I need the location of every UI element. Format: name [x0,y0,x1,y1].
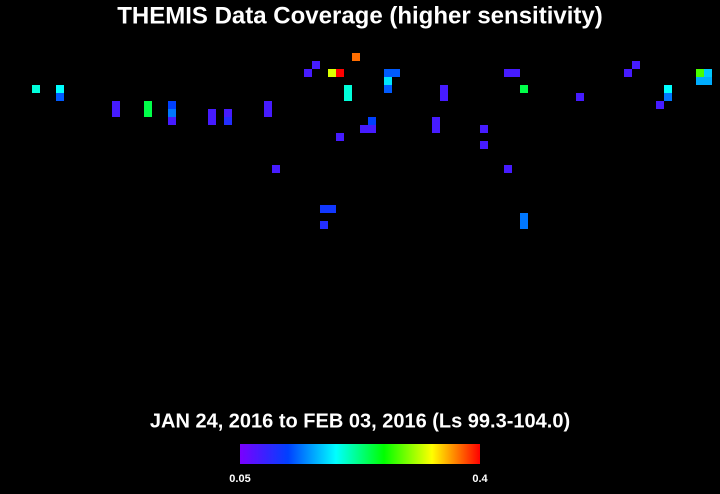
coverage-cell [320,205,328,213]
coverage-cell [512,69,520,77]
coverage-cell [632,61,640,69]
coverage-cell [696,69,704,77]
colorbar [240,444,480,464]
coverage-cell [384,85,392,93]
coverage-cell [440,93,448,101]
coverage-cell [344,93,352,101]
coverage-cell [336,133,344,141]
coverage-cell [624,69,632,77]
coverage-cell [704,69,712,77]
coverage-cell [480,125,488,133]
coverage-cell [704,77,712,85]
coverage-cell [344,85,352,93]
coverage-cell [168,109,176,117]
coverage-cell [480,141,488,149]
coverage-cell [392,69,400,77]
coverage-cell [56,85,64,93]
coverage-cell [360,125,368,133]
coverage-cell [504,165,512,173]
coverage-cell [304,69,312,77]
coverage-cell [264,109,272,117]
coverage-cell [384,77,392,85]
coverage-cell [336,69,344,77]
coverage-cell [208,117,216,125]
coverage-cell [520,213,528,221]
coverage-cell [328,205,336,213]
coverage-cell [112,101,120,109]
coverage-cell [144,101,152,109]
coverage-cell [272,165,280,173]
coverage-cell [520,221,528,229]
coverage-cell [696,77,704,85]
coverage-cell [320,221,328,229]
chart-subtitle: JAN 24, 2016 to FEB 03, 2016 (Ls 99.3-10… [150,410,570,432]
coverage-cell [368,125,376,133]
coverage-cell [312,61,320,69]
coverage-cell [168,117,176,125]
coverage-cell [352,53,360,61]
coverage-cell [368,117,376,125]
chart-title: THEMIS Data Coverage (higher sensitivity… [117,2,602,29]
coverage-cell [264,101,272,109]
coverage-cell [384,69,392,77]
coverage-cell [144,109,152,117]
coverage-cell [112,109,120,117]
coverage-cell [520,85,528,93]
coverage-cell [32,85,40,93]
coverage-cell [664,93,672,101]
colorbar-tick-label: 0.05 [229,473,250,485]
coverage-cell [56,93,64,101]
coverage-cell [208,109,216,117]
colorbar-tick-label: 0.4 [472,473,488,485]
coverage-cell [168,101,176,109]
coverage-cell [576,93,584,101]
coverage-cell [440,85,448,93]
coverage-cell [224,109,232,117]
coverage-cell [656,101,664,109]
coverage-cell [432,125,440,133]
coverage-cell [328,69,336,77]
coverage-cell [664,85,672,93]
coverage-cell [224,117,232,125]
coverage-cell [504,69,512,77]
coverage-cell [432,117,440,125]
